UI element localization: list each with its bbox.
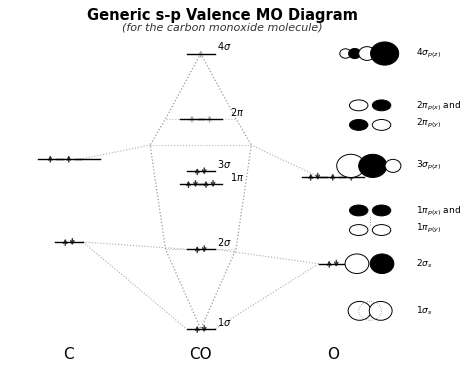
Text: $1\pi$: $1\pi$ [230, 171, 245, 183]
Ellipse shape [372, 205, 391, 216]
Circle shape [345, 254, 369, 273]
Circle shape [370, 254, 394, 273]
Ellipse shape [349, 100, 368, 111]
Ellipse shape [349, 205, 368, 216]
Text: $1\pi_{p(x)}$ and
$1\pi_{p(y)}$: $1\pi_{p(x)}$ and $1\pi_{p(y)}$ [416, 205, 461, 236]
Text: $1\sigma_s$: $1\sigma_s$ [416, 305, 433, 317]
Ellipse shape [372, 100, 391, 111]
Text: $2\pi_{p(x)}$ and
$2\pi_{p(y)}$: $2\pi_{p(x)}$ and $2\pi_{p(y)}$ [416, 100, 461, 130]
Text: $4\sigma$: $4\sigma$ [217, 40, 232, 52]
Text: $4\sigma_{p(z)}$: $4\sigma_{p(z)}$ [416, 47, 441, 60]
Text: $2\sigma$: $2\sigma$ [217, 236, 232, 248]
Text: $2\sigma_s$: $2\sigma_s$ [416, 258, 433, 270]
Circle shape [359, 47, 375, 60]
Circle shape [385, 159, 401, 172]
Ellipse shape [372, 120, 391, 130]
Circle shape [371, 42, 399, 65]
Circle shape [340, 49, 351, 58]
Text: (for the carbon monoxide molecule): (for the carbon monoxide molecule) [122, 23, 323, 33]
Circle shape [348, 301, 371, 320]
Circle shape [369, 301, 392, 320]
Text: $3\sigma$: $3\sigma$ [217, 158, 232, 170]
Circle shape [337, 154, 365, 177]
Text: CO: CO [190, 347, 212, 362]
Text: $2\pi$: $2\pi$ [230, 106, 245, 118]
Text: C: C [64, 347, 74, 362]
Ellipse shape [372, 224, 391, 236]
Text: $3\sigma_{p(z)}$: $3\sigma_{p(z)}$ [416, 159, 441, 173]
Text: O: O [327, 347, 339, 362]
Text: Generic s-p Valence MO Diagram: Generic s-p Valence MO Diagram [87, 8, 358, 23]
Text: $1\sigma$: $1\sigma$ [217, 316, 232, 328]
Ellipse shape [349, 120, 368, 130]
Circle shape [359, 154, 387, 177]
Ellipse shape [349, 224, 368, 236]
Circle shape [348, 49, 361, 59]
